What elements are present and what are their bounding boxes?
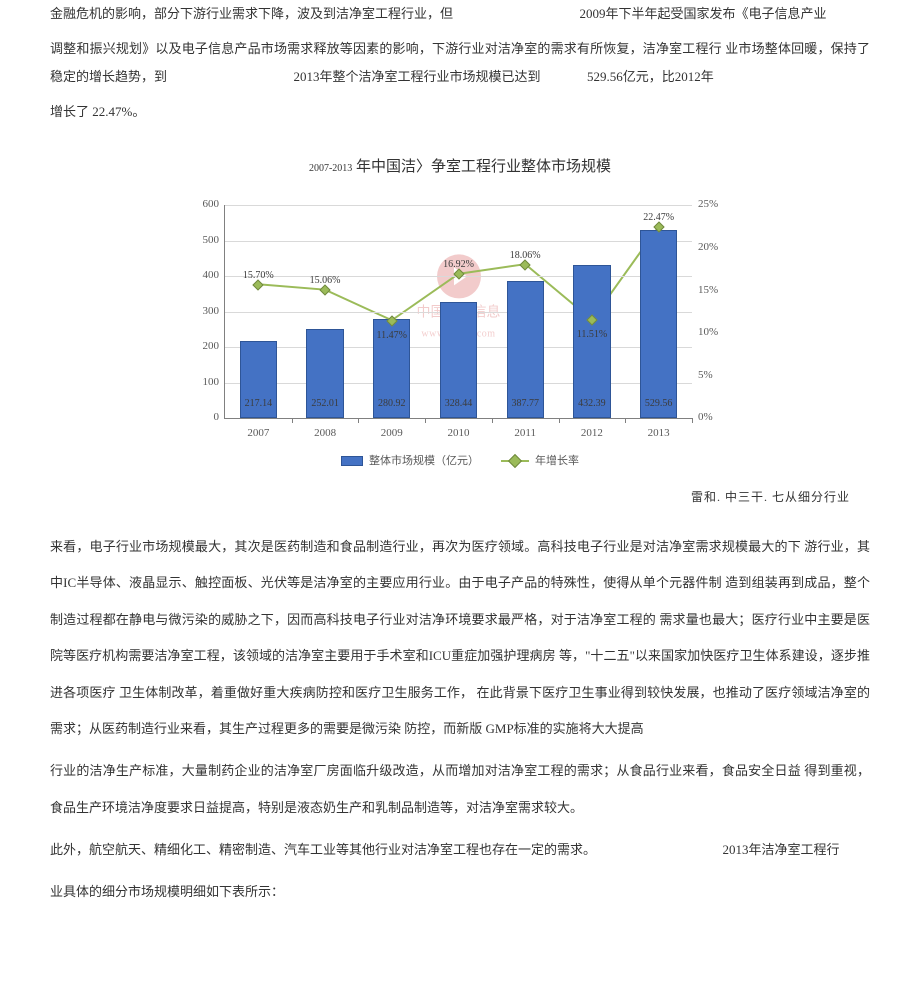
y-right-tick-label: 15% [698, 281, 718, 301]
y-left-tick-label: 600 [203, 195, 220, 215]
y-right-tick-label: 5% [698, 366, 713, 386]
paragraph-6: 此外，航空航天、精细化工、精密制造、汽车工业等其他行业对洁净室工程也存在一定的需… [50, 832, 870, 868]
bar: 387.77 [507, 281, 544, 419]
x-category-label: 2011 [514, 424, 536, 444]
y-left-tick-label: 500 [203, 231, 220, 251]
line-value-label: 15.06% [310, 272, 341, 290]
bar-value-label: 432.39 [578, 395, 606, 413]
x-category-label: 2013 [648, 424, 670, 444]
y-left-tick-label: 400 [203, 266, 220, 286]
paragraph-7: 业具体的细分市场规模明细如下表所示： [50, 874, 870, 910]
bar-value-label: 217.14 [245, 395, 273, 413]
line-value-label: 16.92% [443, 256, 474, 274]
bar: 529.56 [640, 230, 677, 418]
p2-text-c: 529.56亿元，比2012年 [587, 69, 714, 84]
chart-title-years: 2007-2013 [309, 163, 352, 174]
x-tick-mark [625, 418, 626, 423]
chart-title: 2007-2013 年中国洁〉争室工程行业整体市场规模 [50, 154, 870, 181]
x-tick-mark [692, 418, 693, 423]
x-category-label: 2008 [314, 424, 336, 444]
paragraph-5: 行业的洁净生产标准，大量制药企业的洁净室厂房面临升级改造，从而增加对洁净室工程的… [50, 753, 870, 826]
line-value-label: 15.70% [243, 267, 274, 285]
line-value-label: 18.06% [510, 247, 541, 265]
x-tick-mark [559, 418, 560, 423]
x-tick-mark [425, 418, 426, 423]
y-right-tick-label: 10% [698, 323, 718, 343]
bar: 328.44 [440, 302, 477, 419]
paragraph-1: 金融危机的影响，部分下游行业需求下降，波及到洁净室工程行业，但 2009年下半年… [50, 0, 870, 29]
bar-value-label: 280.92 [378, 395, 406, 413]
p1-text-b: 2009年下半年起受国家发布《电子信息产业 [580, 6, 827, 21]
chart-caption: 雷和. 中三干. 七从细分行业 [50, 487, 850, 509]
chart-title-main: 年中国洁〉争室工程行业整体市场规模 [356, 159, 611, 175]
x-category-label: 2010 [448, 424, 470, 444]
legend-bar-label: 整体市场规模（亿元） [369, 452, 479, 472]
y-right-tick-label: 0% [698, 408, 713, 428]
p6-text-b: 2013年洁净室工程行 [723, 842, 840, 857]
bar-value-label: 328.44 [445, 395, 473, 413]
p1-text-a: 金融危机的影响，部分下游行业需求下降，波及到洁净室工程行业，但 [50, 6, 453, 21]
line-value-label: 11.47% [377, 327, 407, 345]
y-right-tick-label: 20% [698, 238, 718, 258]
bar-value-label: 529.56 [645, 395, 673, 413]
y-right-tick-label: 25% [698, 195, 718, 215]
legend-line-item: 年增长率 [501, 452, 579, 472]
gridline [225, 241, 692, 242]
y-left-tick-label: 100 [203, 373, 220, 393]
x-tick-mark [358, 418, 359, 423]
legend-line-swatch [501, 460, 529, 462]
p3-text: 增长了 22.47%。 [50, 104, 145, 119]
x-category-label: 2009 [381, 424, 403, 444]
bar-value-label: 387.77 [511, 395, 539, 413]
paragraph-4: 来看，电子行业市场规模最大，其次是医药制造和食品制造行业，再次为医疗领域。高科技… [50, 529, 870, 747]
bar: 252.01 [306, 329, 343, 418]
paragraph-2: 调整和振兴规划》以及电子信息产品市场需求释放等因素的影响，下游行业对洁净室的需求… [50, 35, 870, 92]
chart-plot-area: 中国产业信息 www.chyxx.com 0100200300400500600… [224, 205, 692, 419]
x-category-label: 2012 [581, 424, 603, 444]
x-tick-mark [492, 418, 493, 423]
bar-value-label: 252.01 [311, 395, 339, 413]
x-category-label: 2007 [247, 424, 269, 444]
paragraph-3: 增长了 22.47%。 [50, 98, 870, 127]
gridline [225, 205, 692, 206]
line-value-label: 22.47% [643, 209, 674, 227]
y-left-tick-label: 0 [214, 408, 220, 428]
y-left-tick-label: 200 [203, 337, 220, 357]
chart-legend: 整体市场规模（亿元） 年增长率 [341, 452, 579, 472]
p6-text-a: 此外，航空航天、精细化工、精密制造、汽车工业等其他行业对洁净室工程也存在一定的需… [50, 842, 596, 857]
line-value-label: 11.51% [577, 326, 607, 344]
legend-bar-item: 整体市场规模（亿元） [341, 452, 479, 472]
legend-line-label: 年增长率 [535, 452, 579, 472]
bar: 217.14 [240, 341, 277, 418]
legend-bar-swatch [341, 456, 363, 466]
x-tick-mark [292, 418, 293, 423]
market-chart: 中国产业信息 www.chyxx.com 0100200300400500600… [180, 195, 740, 475]
p2-text-b: 2013年整个洁净室工程行业市场规模已达到 [294, 69, 541, 84]
y-left-tick-label: 300 [203, 302, 220, 322]
